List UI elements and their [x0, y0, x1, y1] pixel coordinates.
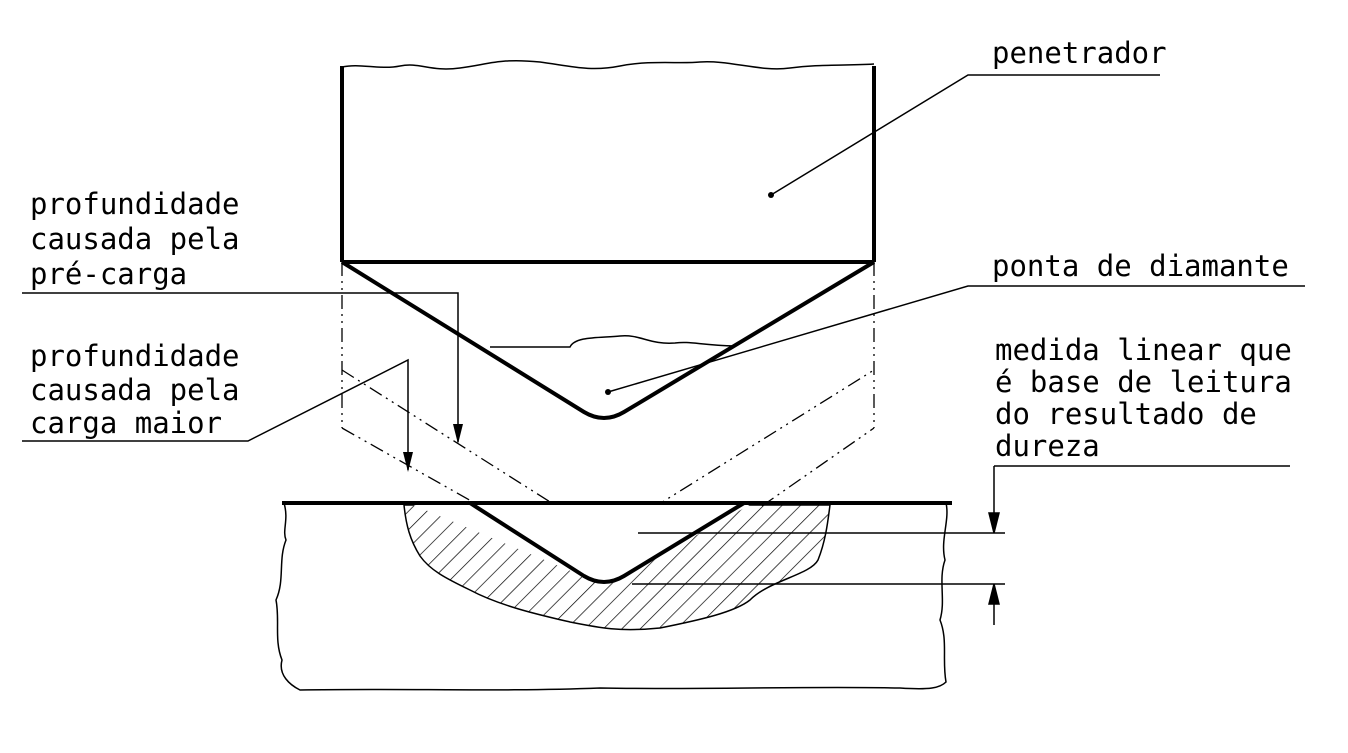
carga-maior-arrow [403, 452, 413, 472]
phantom-load-outline [341, 427, 875, 507]
label-pre-carga-line-3: pré-carga [30, 257, 187, 291]
specimen [275, 501, 952, 691]
label-carga-maior-line-2: causada pela [30, 373, 240, 407]
indenter [340, 59, 876, 420]
label-penetrador: penetrador [992, 36, 1167, 70]
diamond-break-line [490, 335, 736, 348]
label-pre-carga-line-1: profundidade [30, 187, 240, 221]
labels: penetrador ponta de diamante profundidad… [30, 36, 1292, 463]
ponta-leader [607, 285, 1305, 393]
indenter-break-line [341, 59, 875, 70]
measure-arrow-down [988, 512, 1000, 534]
label-carga-maior-line-1: profundidade [30, 339, 240, 373]
specimen-outline [275, 502, 948, 691]
pre-carga-arrow [453, 424, 463, 444]
label-ponta-de-diamante: ponta de diamante [992, 249, 1289, 283]
label-carga-maior-line-3: carga maior [30, 406, 222, 440]
depth-measure [632, 465, 1290, 625]
measure-arrow-up [988, 583, 1000, 605]
indentation-line [468, 501, 746, 584]
carga-maior-leader [22, 358, 409, 470]
label-medida-line-1: medida linear que [995, 333, 1292, 367]
diamond-tip [340, 260, 876, 420]
penetrador-leader [770, 74, 1160, 196]
label-medida-line-4: dureza [995, 429, 1100, 463]
label-medida-line-2: é base de leitura [995, 365, 1292, 399]
leaders [22, 74, 1305, 470]
phantom-positions [341, 262, 875, 533]
pre-carga-leader [22, 292, 459, 442]
label-medida-line-3: do resultado de [995, 397, 1257, 431]
label-pre-carga-line-2: causada pela [30, 222, 240, 256]
